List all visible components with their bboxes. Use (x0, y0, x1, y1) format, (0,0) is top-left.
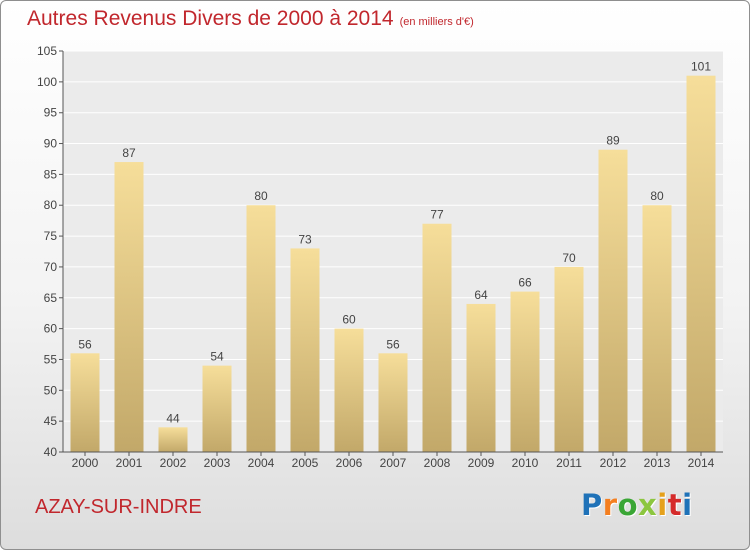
bar-2000 (70, 353, 100, 452)
logo-letter: P (581, 488, 603, 522)
y-axis: 40 45 50 55 60 65 70 75 80 85 90 95 100 105 (37, 44, 64, 459)
logo-letter: r (602, 488, 618, 522)
x-tick-label-2004: 2004 (248, 456, 275, 470)
bar-2010 (510, 291, 540, 452)
y-tick-label: 80 (44, 198, 58, 212)
data-label-2004: 80 (254, 189, 268, 203)
x-tick-label-2002: 2002 (160, 456, 187, 470)
bars (70, 75, 716, 453)
data-labels: 56 87 44 54 80 73 60 56 77 64 66 70 89 80 101 (78, 60, 711, 426)
bar-2001 (114, 162, 144, 453)
commune-name: AZAY-SUR-INDRE (35, 496, 202, 518)
x-tick-label-2000: 2000 (72, 456, 99, 470)
x-tick-label-2009: 2009 (468, 456, 495, 470)
bar-2012 (598, 149, 628, 452)
data-label-2010: 66 (518, 276, 532, 290)
data-label-2002: 44 (166, 411, 180, 425)
proxiti-logo[interactable]: Proxiti (581, 488, 693, 522)
data-label-2014: 101 (691, 60, 711, 74)
data-label-2012: 89 (606, 134, 620, 148)
y-tick-label: 85 (44, 167, 58, 181)
bar-2014 (686, 75, 716, 452)
bar-2006 (334, 328, 364, 452)
y-tick-label: 75 (44, 229, 58, 243)
x-axis: 2000 2001 2002 2003 2004 2005 2006 2007 2008 2009… (63, 451, 723, 470)
y-tick-label: 95 (44, 106, 58, 120)
bar-2005 (290, 248, 320, 452)
bar-2003 (202, 365, 232, 452)
logo-letter: x (638, 488, 658, 522)
y-tick-label: 50 (44, 383, 58, 397)
chart-title-text: Autres Revenus Divers de 2000 à 2014 (27, 7, 394, 30)
bar-2013 (642, 205, 672, 452)
data-label-2001: 87 (122, 146, 136, 160)
x-tick-label-2007: 2007 (380, 456, 407, 470)
x-tick-label-2010: 2010 (512, 456, 539, 470)
bar-2008 (422, 223, 452, 452)
data-label-2009: 64 (474, 288, 488, 302)
data-label-2007: 56 (386, 337, 400, 351)
bar-2002 (158, 427, 188, 452)
x-tick-label-2001: 2001 (116, 456, 143, 470)
x-tick-label-2013: 2013 (644, 456, 671, 470)
chart-subtitle: (en milliers d'€) (399, 16, 474, 28)
y-tick-label: 45 (44, 414, 58, 428)
data-label-2003: 54 (210, 350, 224, 364)
x-tick-label-2005: 2005 (292, 456, 319, 470)
data-label-2011: 70 (562, 251, 576, 265)
x-tick-label-2011: 2011 (556, 456, 582, 470)
logo-letter: t (667, 488, 683, 522)
data-label-2008: 77 (430, 208, 444, 222)
y-tick-label: 40 (44, 445, 58, 459)
data-label-2005: 73 (298, 232, 312, 246)
chart-title: Autres Revenus Divers de 2000 à 2014 (en … (27, 7, 474, 31)
bar-2007 (378, 353, 408, 452)
data-label-2000: 56 (78, 337, 92, 351)
data-label-2006: 60 (342, 313, 356, 327)
bar-2009 (466, 303, 496, 452)
logo-letter: i (682, 488, 693, 522)
y-tick-label: 65 (44, 291, 58, 305)
x-tick-label-2008: 2008 (424, 456, 451, 470)
y-tick-label: 90 (44, 137, 58, 151)
y-tick-label: 60 (44, 322, 58, 336)
x-tick-label-2014: 2014 (688, 456, 715, 470)
x-tick-label-2012: 2012 (600, 456, 627, 470)
bar-2004 (246, 205, 276, 452)
y-tick-label: 55 (44, 352, 58, 366)
bar-2011 (554, 266, 584, 452)
data-label-2013: 80 (650, 189, 664, 203)
x-tick-label-2003: 2003 (204, 456, 231, 470)
y-tick-label: 100 (37, 75, 57, 89)
x-tick-label-2006: 2006 (336, 456, 363, 470)
logo-letter: o (617, 488, 639, 522)
logo-letter: i (657, 488, 668, 522)
y-tick-label: 105 (37, 44, 57, 58)
y-tick-label: 70 (44, 260, 58, 274)
